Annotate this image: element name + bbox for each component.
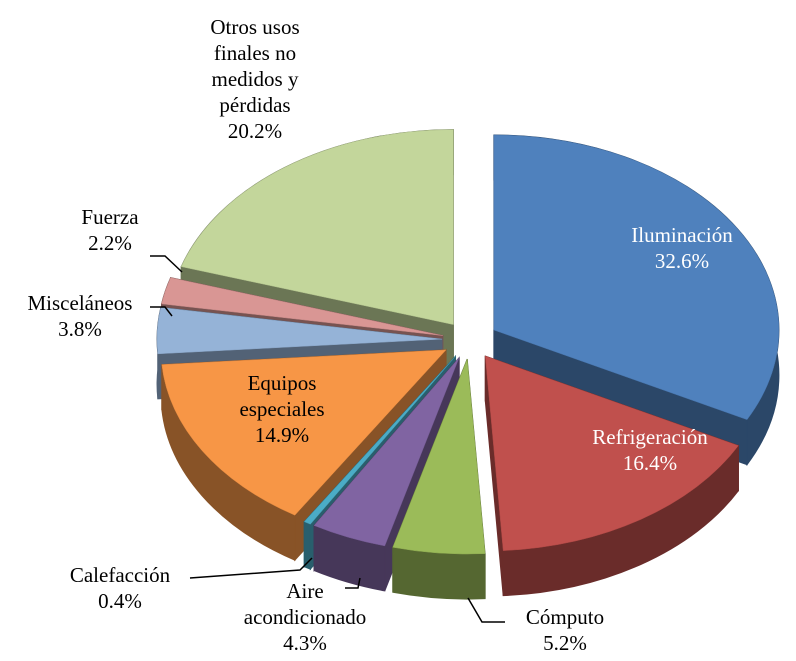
slice bbox=[392, 358, 486, 555]
slice-label: Refrigeración 16.4% bbox=[592, 425, 708, 475]
slice bbox=[493, 134, 780, 420]
leader-line bbox=[189, 557, 313, 579]
slice bbox=[161, 277, 443, 336]
slice-label: Cómputo 5.2% bbox=[525, 605, 605, 655]
slice bbox=[180, 129, 454, 325]
slice bbox=[313, 357, 460, 547]
slice-label: Misceláneos 3.8% bbox=[27, 291, 133, 341]
slice-label: Otros usos finales no medidos y pérdidas… bbox=[210, 15, 300, 143]
slice-label: Fuerza 2.2% bbox=[81, 205, 139, 255]
leader-line bbox=[150, 306, 173, 317]
slice bbox=[485, 355, 739, 551]
slice bbox=[161, 349, 447, 516]
leader-line bbox=[150, 255, 183, 273]
slice-side bbox=[392, 546, 486, 600]
slice-label: Iluminación 32.6% bbox=[631, 223, 733, 273]
slice-label: Equipos especiales 14.9% bbox=[239, 371, 325, 447]
slice bbox=[303, 356, 456, 525]
leader-line bbox=[345, 577, 361, 589]
slice-label: Aire acondicionado 4.3% bbox=[243, 579, 367, 655]
leader-line bbox=[467, 597, 505, 623]
slice-label: Calefacción 0.4% bbox=[69, 563, 171, 613]
